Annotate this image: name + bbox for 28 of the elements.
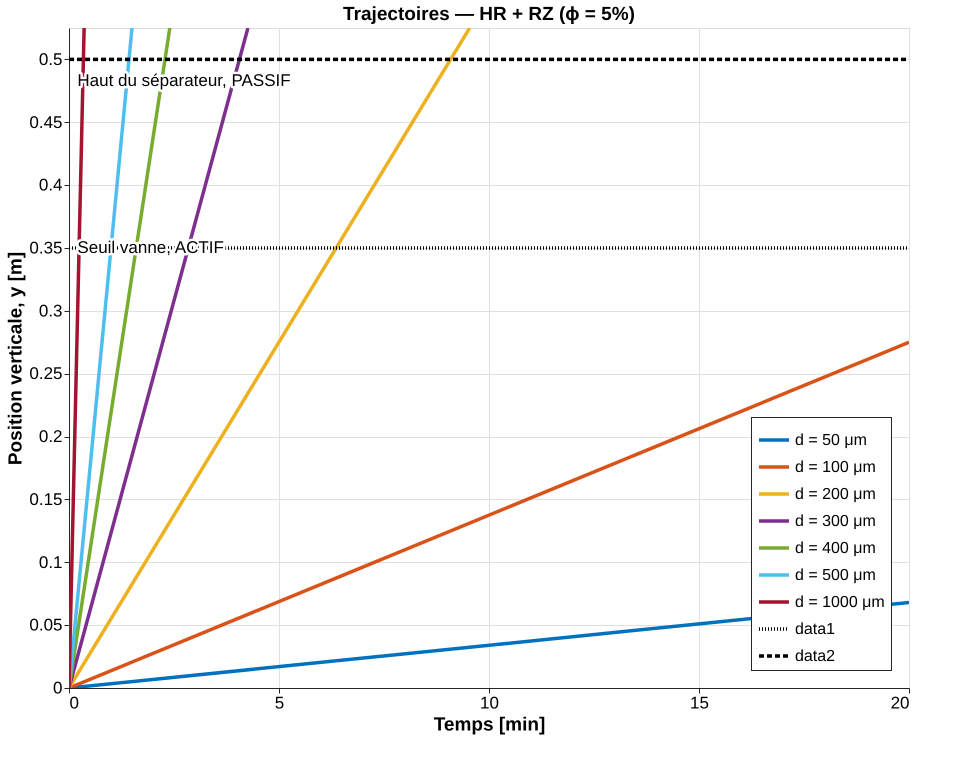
y-tick-label: 0.3 — [38, 301, 62, 320]
y-tick-label: 0.4 — [38, 176, 62, 195]
y-tick-label: 0 — [53, 678, 62, 698]
legend-label: d = 500 μm — [795, 567, 876, 584]
legend-label: d = 50 μm — [795, 432, 867, 449]
x-tick-label: 20 — [890, 694, 910, 712]
legend-label: data2 — [795, 648, 836, 665]
legend-label: data1 — [795, 621, 836, 638]
y-tick-label: 0.1 — [38, 552, 62, 572]
x-tick-label: 15 — [690, 694, 709, 712]
chart-title: Trajectoires — HR + RZ (ϕ = 5%) — [343, 4, 635, 25]
y-tick-label: 0.25 — [29, 364, 62, 384]
y-axis-title: Position verticale, y [m] — [5, 252, 26, 466]
x-axis-title: Temps [min] — [434, 714, 546, 736]
legend-label: d = 100 μm — [795, 459, 876, 476]
y-tick-label: 0.15 — [29, 490, 62, 509]
legend-label: d = 300 μm — [795, 513, 876, 530]
legend-label: d = 1000 μm — [795, 594, 885, 611]
y-tick-label: 0.35 — [29, 238, 62, 258]
x-tick-label: 10 — [480, 694, 499, 712]
legend-label: d = 200 μm — [795, 486, 876, 503]
y-tick-label: 0.5 — [38, 50, 62, 69]
y-tick-label: 0.2 — [38, 427, 62, 446]
y-tick-label: 0.05 — [29, 616, 62, 635]
x-tick-label: 0 — [70, 694, 79, 712]
legend-label: d = 400 μm — [795, 540, 876, 557]
x-tick-label: 5 — [274, 694, 284, 712]
y-tick-label: 0.45 — [29, 112, 62, 132]
